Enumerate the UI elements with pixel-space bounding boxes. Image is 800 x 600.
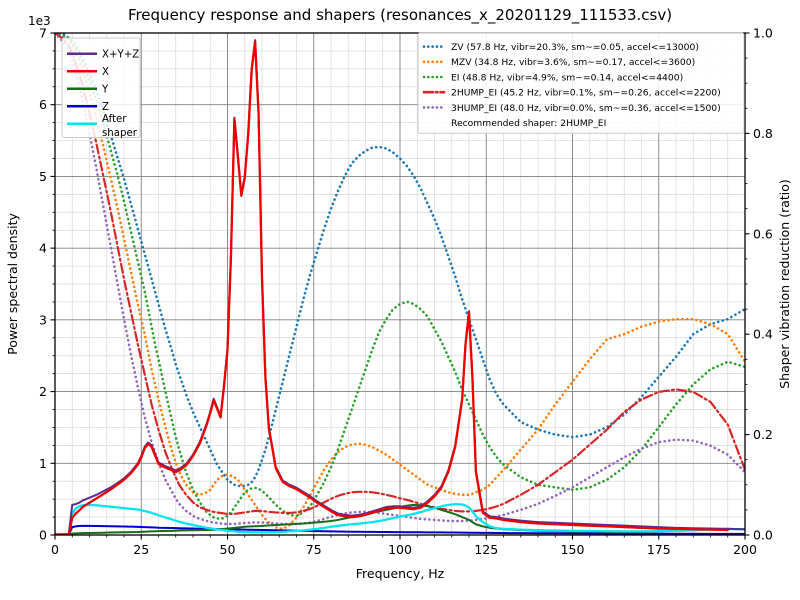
y-axis-label-left: Power spectral density [5,213,20,355]
legend-label: MZV (34.8 Hz, vibr=3.6%, sm~=0.17, accel… [451,57,695,68]
x-axis-label: Frequency, Hz [356,566,445,581]
svg-text:3: 3 [39,312,47,327]
legend-entry[interactable]: ZV (57.8 Hz, vibr=20.3%, sm~=0.05, accel… [422,42,699,53]
legend-entry[interactable]: X [67,67,109,78]
legend-label: Y [101,84,109,95]
legend-entry[interactable]: X+Y+Z [67,49,139,60]
legend-label: shaper [102,128,138,139]
svg-text:2: 2 [39,384,47,399]
legend-entry[interactable]: Y [67,84,109,95]
legend-note: Recommended shaper: 2HUMP_EI [451,118,606,129]
svg-text:25: 25 [133,542,149,557]
svg-text:7: 7 [39,26,47,41]
legend-entry[interactable]: Z [67,102,109,113]
legend-label: After [102,114,127,125]
y-axis-label-right: Shaper vibration reduction (ratio) [777,179,792,389]
legend-entry[interactable]: After shaper [67,114,138,139]
series-after-shaper [55,503,745,535]
svg-text:0: 0 [51,542,59,557]
data-series-layer [55,33,745,535]
svg-text:100: 100 [388,542,412,557]
legend-label: X [102,67,109,78]
legend-entry[interactable]: MZV (34.8 Hz, vibr=3.6%, sm~=0.17, accel… [422,57,695,68]
svg-text:75: 75 [306,542,322,557]
legend-entry[interactable]: EI (48.8 Hz, vibr=4.9%, sm~=0.14, accel<… [422,72,683,83]
legend-right[interactable]: ZV (57.8 Hz, vibr=20.3%, sm~=0.05, accel… [417,32,745,134]
legend-entry[interactable]: 2HUMP_EI (45.2 Hz, vibr=0.1%, sm~=0.26, … [422,88,721,99]
series-2hump_ei [55,33,745,516]
svg-text:6: 6 [39,97,47,112]
legend-label: 3HUMP_EI (48.0 Hz, vibr=0.0%, sm~=0.36, … [451,103,721,114]
legend-label: ZV (57.8 Hz, vibr=20.3%, sm~=0.05, accel… [451,42,699,53]
svg-text:125: 125 [474,542,498,557]
legend-box [417,32,745,134]
legend-label: 2HUMP_EI (45.2 Hz, vibr=0.1%, sm~=0.26, … [451,88,721,99]
svg-text:5: 5 [39,169,47,184]
svg-text:150: 150 [561,542,585,557]
svg-text:1: 1 [39,456,47,471]
svg-text:0.6: 0.6 [753,226,773,241]
legend-box [61,37,141,138]
legend-label: EI (48.8 Hz, vibr=4.9%, sm~=0.14, accel<… [451,72,683,83]
svg-text:0.8: 0.8 [753,126,773,141]
series-ei [55,33,745,521]
series-x [55,40,729,535]
svg-text:0.2: 0.2 [753,427,773,442]
y-axis-exponent-label: 1e3 [28,14,51,28]
svg-text:200: 200 [733,542,757,557]
svg-text:50: 50 [220,542,236,557]
legend-label: X+Y+Z [102,49,139,60]
series-zv [55,33,745,488]
legend-label: Z [102,102,109,113]
svg-text:4: 4 [39,241,47,256]
svg-text:1.0: 1.0 [753,26,773,41]
page-title: Frequency response and shapers (resonanc… [127,6,673,24]
legend-entry[interactable]: 3HUMP_EI (48.0 Hz, vibr=0.0%, sm~=0.36, … [422,103,721,114]
svg-text:0.0: 0.0 [753,528,773,543]
series-y [55,503,745,535]
svg-text:0: 0 [39,528,47,543]
series-mzv [55,33,745,531]
series-z [55,524,745,535]
axis-ticks: 0 25 50 75 100 125 150 175 200 0 1 2 3 4 5 6 7 0.0 0.2 0.4 0… [39,26,773,558]
svg-text:0.4: 0.4 [753,327,773,342]
svg-text:175: 175 [647,542,671,557]
